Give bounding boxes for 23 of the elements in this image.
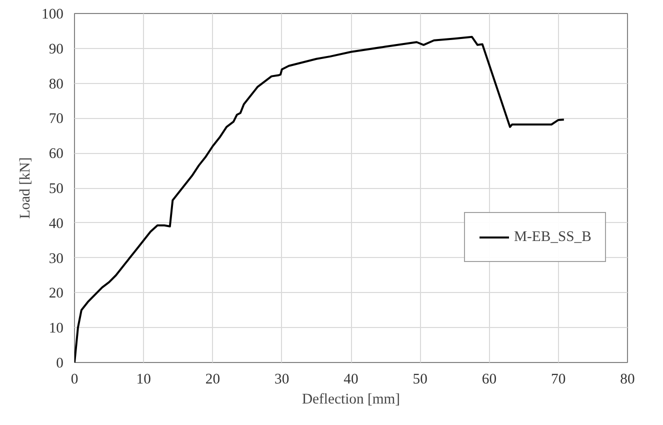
- y-tick-label: 70: [48, 111, 64, 128]
- x-tick-label: 70: [551, 372, 566, 388]
- y-tick-label: 30: [48, 250, 64, 267]
- y-tick-label: 80: [48, 76, 64, 92]
- x-tick-label: 50: [412, 372, 428, 388]
- x-tick-label: 40: [344, 372, 358, 388]
- x-tick-label: 20: [205, 372, 220, 388]
- x-tick-label: 60: [482, 372, 497, 388]
- y-tick-label: 0: [56, 356, 64, 372]
- y-tick-label: 50: [48, 181, 64, 197]
- y-tick-label: 10: [48, 320, 64, 337]
- x-tick-label: 30: [274, 372, 290, 388]
- y-tick-label: 100: [42, 6, 64, 22]
- y-tick-label: 40: [48, 216, 64, 232]
- y-tick-label: 20: [48, 286, 64, 302]
- x-axis-title: Deflection [mm]: [302, 392, 400, 408]
- x-tick-label: 10: [136, 372, 151, 388]
- y-tick-label: 60: [48, 146, 64, 162]
- y-axis-title: Load [kN]: [18, 157, 34, 219]
- y-tick-label: 90: [48, 41, 64, 58]
- legend-label: M-EB_SS_B: [514, 228, 592, 246]
- x-tick-label: 0: [70, 372, 78, 388]
- x-tick-label: 80: [620, 372, 635, 388]
